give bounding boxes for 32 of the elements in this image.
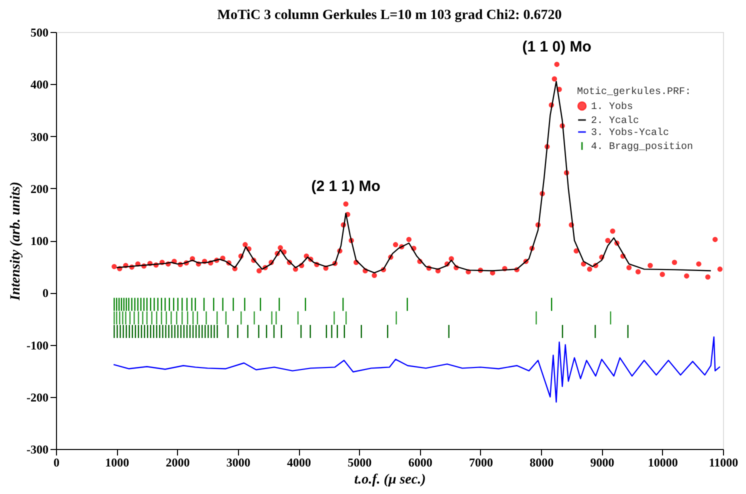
x-tick-label: 5000 <box>348 456 372 470</box>
y-tick-label: 100 <box>30 234 48 248</box>
chart-title: MoTiC 3 column Gerkules L=10 m 103 grad Chi2: 0.6720 <box>217 8 562 23</box>
x-tick-label: 4000 <box>287 456 312 470</box>
annotation: (2 1 1) Mo <box>311 178 380 196</box>
legend-title: Motic_gerkules.PRF: <box>577 86 692 98</box>
x-tick-label: 10000 <box>648 456 678 470</box>
y-axis-title: Intensity (arb. units) <box>8 182 24 302</box>
x-axis-title: t.o.f. (μ sec.) <box>354 472 426 488</box>
y-tick-label: 300 <box>30 130 48 144</box>
x-tick-label: 0 <box>54 456 60 470</box>
x-tick-label: 3000 <box>226 456 250 470</box>
x-tick-label: 7000 <box>468 456 493 470</box>
y-tick-label: 0 <box>42 286 48 300</box>
y-tick-label: -300 <box>26 442 48 456</box>
y-tick-label: -200 <box>26 390 48 404</box>
y-tick-label: 500 <box>30 26 48 40</box>
x-tick-label: 2000 <box>166 456 190 470</box>
y-tick-label: 200 <box>30 182 48 196</box>
annotation: (1 1 0) Mo <box>522 38 592 56</box>
y-tick-label: 400 <box>30 78 48 92</box>
x-tick-label: 11000 <box>708 456 738 470</box>
legend-label: 4. Bragg_position <box>591 141 694 153</box>
x-tick-label: 6000 <box>408 456 432 470</box>
x-tick-label: 9000 <box>590 456 614 470</box>
legend-label: 1. Yobs <box>591 101 634 113</box>
x-tick-label: 1000 <box>105 456 130 470</box>
legend-label: 2. Ycalc <box>591 115 640 127</box>
legend-label: 3. Yobs-Ycalc <box>591 127 670 139</box>
line-series <box>113 336 721 403</box>
y-tick-label: -100 <box>26 338 48 352</box>
x-tick-label: 8000 <box>530 456 554 470</box>
